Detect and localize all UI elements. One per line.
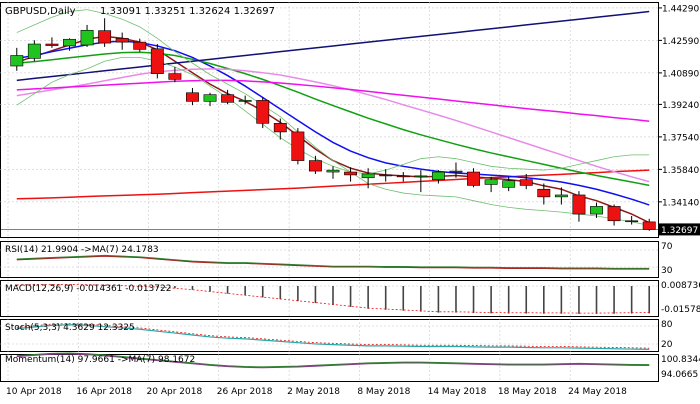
candle-body (238, 100, 252, 102)
date-tick-label: 8 May 2018 (357, 387, 410, 397)
candle-body (150, 48, 164, 74)
date-tick-label: 10 Apr 2018 (6, 387, 62, 397)
price-tick-label: 1.42590 (662, 37, 699, 47)
candle-body (115, 38, 129, 43)
panel-frame (0, 241, 659, 278)
date-tick-label: 26 Apr 2018 (217, 387, 273, 397)
date-tick-label: 14 May 2018 (428, 387, 487, 397)
price-tick-label: 1.34140 (662, 198, 699, 208)
candle-body (273, 123, 287, 133)
series-line-blue (16, 40, 650, 206)
moving-average-lines (16, 9, 650, 226)
candle-body (98, 30, 112, 44)
indicator-level-label: 20 (661, 340, 673, 350)
price-tick-label: 1.35840 (662, 166, 699, 176)
macd-signal-line (16, 283, 650, 314)
candle-body (519, 179, 533, 186)
candle-body (414, 175, 428, 178)
candle-body (625, 220, 639, 223)
candle-body (63, 38, 76, 47)
stoch-label: Stoch(5,3,3) 4.3629 12.3325 (5, 323, 135, 333)
candle-body (80, 29, 94, 46)
date-tick-label: 20 Apr 2018 (147, 387, 203, 397)
series-line-magenta (16, 79, 650, 122)
rsi-ma-line (16, 254, 650, 269)
series-line-dark_red (16, 35, 650, 224)
panel-frame (0, 354, 659, 382)
price-tick-label: 1.40890 (662, 69, 699, 79)
macd-label: MACD(12,26,9) -0.014361 -0.013722 (5, 284, 171, 294)
price-tick-label: 1.44290 (662, 4, 699, 14)
candle-body (256, 100, 270, 124)
candle-body (554, 194, 568, 198)
candle-body (607, 206, 621, 222)
series-line-pink (16, 68, 650, 183)
indicator-panels (0, 249, 658, 369)
date-tick-label: 2 May 2018 (287, 387, 340, 397)
candle-body (396, 175, 410, 178)
candle-body (642, 221, 656, 230)
candle-body (221, 94, 235, 103)
candles (10, 18, 656, 231)
candle-body (379, 174, 393, 177)
candle-body (203, 94, 217, 102)
candle-body (308, 160, 322, 172)
candle-body (291, 131, 305, 161)
panel-frame (0, 2, 659, 238)
date-tick-label: 16 Apr 2018 (76, 387, 132, 397)
candle-body (45, 43, 59, 46)
indicator-level-label: 100.8344 (661, 355, 700, 365)
rsi-label: RSI(14) 21.9904 ->MA(7) 24.1783 (5, 245, 159, 255)
axis-labels: 1.44290 1.42590 1.40890 1.39240 1.37540 1.358… (0, 4, 700, 397)
candle-body (133, 41, 147, 50)
candle-body (502, 180, 516, 188)
indicator-level-label: 0.008736 (661, 281, 700, 291)
candle-body (344, 171, 358, 176)
candle-body (27, 43, 41, 59)
price-tick-label: 1.39240 (662, 101, 699, 111)
candle-body (431, 171, 445, 180)
indicator-level-label: 30 (661, 266, 673, 276)
candle-body (449, 170, 463, 173)
chart-title: GBPUSD,Daily (5, 6, 76, 17)
candle-body (186, 92, 199, 102)
series-line-wma_red (16, 169, 650, 200)
candle-body (590, 206, 603, 215)
date-tick-label: 24 May 2018 (568, 387, 627, 397)
series-line-green (16, 51, 650, 187)
indicator-level-label: 94.0665 (661, 370, 698, 380)
panel-frame (0, 280, 659, 317)
stoch-signal-line (16, 323, 650, 349)
candle-body (467, 171, 480, 186)
current-price-label: 1.32697 (661, 226, 698, 236)
panel-borders (0, 2, 659, 382)
momentum-line (16, 353, 650, 369)
candle-body (361, 173, 375, 179)
candle-body (326, 169, 340, 173)
rsi-line (16, 255, 650, 270)
ohlc-readout: 1.33091 1.33251 1.32624 1.32697 (100, 6, 275, 17)
indicator-level-label: -0.015789 (661, 305, 700, 315)
momentum-label: Momentum(14) 97.9661 ->MA(7) 98.1672 (5, 355, 195, 365)
series-line-navy (16, 10, 650, 82)
series-line-lightgreen (16, 9, 650, 226)
indicator-level-label: 70 (661, 242, 673, 252)
price-tick-label: 1.37540 (662, 133, 699, 143)
date-tick-label: 18 May 2018 (498, 387, 557, 397)
candle-body (537, 188, 551, 198)
candle-body (572, 194, 586, 215)
series-line-lightgreen (16, 57, 650, 175)
stoch-main-line (16, 324, 650, 350)
momentum-ma-line (16, 352, 650, 368)
candle-body (484, 179, 498, 185)
current-price-box (659, 223, 700, 236)
panel-frame (0, 319, 659, 352)
candle-body (168, 73, 182, 80)
indicator-level-label: 80 (661, 320, 673, 330)
candle-body (10, 55, 24, 67)
